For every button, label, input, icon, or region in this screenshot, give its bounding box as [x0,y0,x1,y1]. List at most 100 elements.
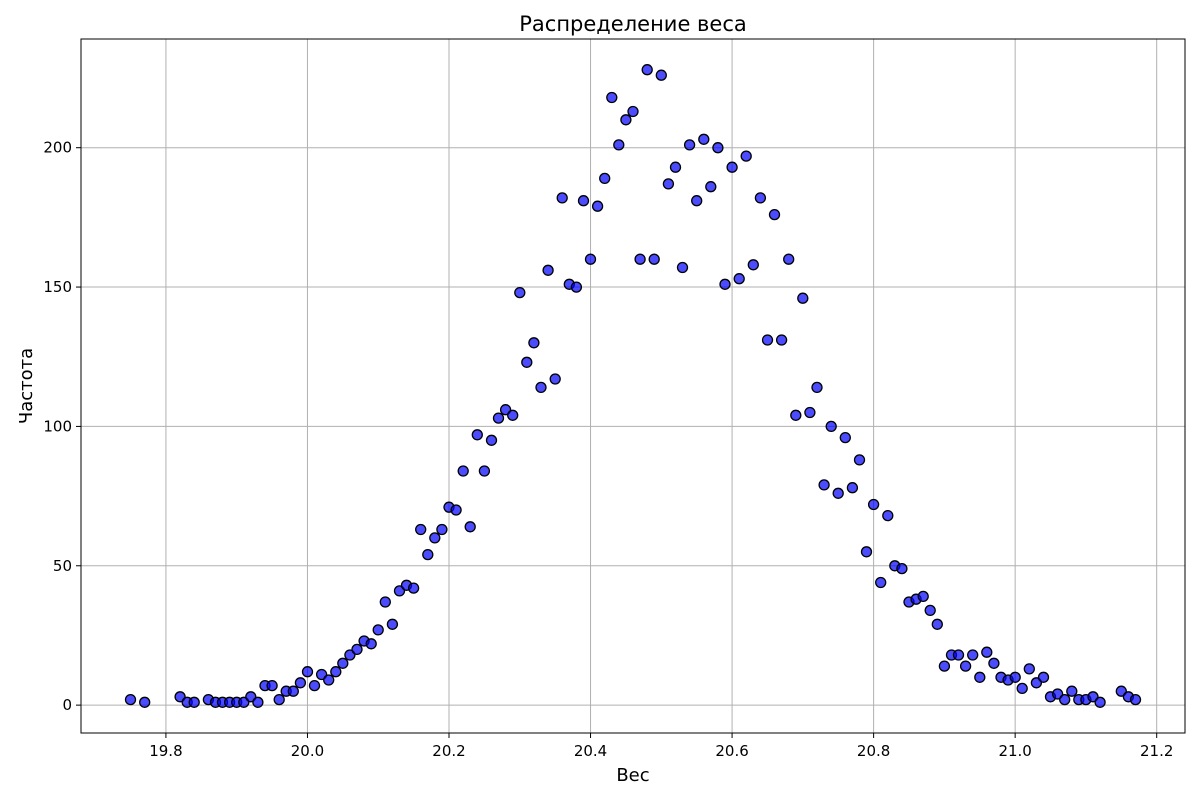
data-point [733,273,745,285]
data-point [719,278,731,290]
data-point [372,624,384,636]
y-tick-label: 200 [43,139,72,157]
data-point [882,509,894,522]
data-point [648,253,660,265]
data-point [591,200,604,212]
data-point [457,465,469,477]
data-point [875,576,887,589]
data-point [1129,693,1142,706]
data-point [323,674,335,686]
data-point [422,548,434,561]
data-point [1066,685,1078,697]
data-point [924,604,936,617]
data-point [1009,671,1021,683]
data-point [698,133,710,145]
data-point [139,696,151,708]
data-point [818,479,830,491]
data-point [521,356,533,368]
data-point [528,337,540,349]
data-point [974,671,986,683]
data-point [691,195,703,207]
data-point [712,142,724,154]
data-point [478,465,491,477]
data-point [981,646,993,658]
data-point [542,264,554,276]
data-point [613,139,625,151]
data-point [606,91,618,104]
y-tick-label: 100 [43,417,72,435]
data-point [627,105,639,118]
data-point [1037,671,1050,683]
data-point [683,139,696,151]
data-point [287,685,299,697]
data-point [294,677,307,689]
data-point [1094,696,1106,708]
data-point [669,161,682,173]
data-point [415,523,427,536]
y-tick-label: 0 [62,696,72,714]
data-point [485,434,498,446]
data-point [556,192,568,204]
data-point [1016,682,1028,695]
data-point [464,521,476,533]
data-point [938,660,951,672]
data-point [860,546,873,558]
chart-title: Распределение веса [519,12,747,36]
data-point [308,679,321,692]
x-tick-label: 20.6 [715,742,748,760]
data-point [386,618,399,630]
x-tick-label: 20.4 [574,742,607,760]
data-point [301,666,314,678]
data-point [705,181,717,193]
x-tick-label: 21.0 [998,742,1031,760]
data-point [804,406,816,419]
data-point [740,150,752,162]
data-point [761,334,774,346]
data-point [620,114,632,126]
data-point [429,532,441,544]
data-point [577,195,590,207]
data-point [351,643,363,656]
data-point [188,696,200,708]
data-point [1059,693,1071,706]
data-point [917,590,929,603]
data-point [832,487,844,499]
data-point [676,261,689,274]
data-point [634,253,646,265]
data-point [471,429,483,441]
x-axis-label: Вес [616,765,649,786]
data-point [726,161,738,173]
data-point [436,523,448,536]
data-point [379,596,391,608]
data-point [570,281,583,293]
data-point [655,69,667,81]
data-point [790,409,802,421]
data-point [825,420,837,433]
data-point [407,582,420,594]
grid [81,39,1185,733]
x-axis-ticks: 19.8 20.0 20.2 20.4 20.6 20.8 21.0 21.2 [149,733,1173,760]
data-point [967,649,979,661]
data-point [330,666,342,678]
data-point [853,454,866,466]
data-point [775,334,788,346]
data-point [584,253,597,265]
x-tick-label: 20.8 [857,742,890,760]
data-point [988,657,1000,669]
data-point [337,657,349,669]
plot-frame [80,38,1186,734]
data-point [252,696,264,708]
data-point [273,693,285,706]
data-point [124,693,137,706]
data-point [266,679,278,692]
x-tick-label: 20.0 [291,742,324,760]
data-point [514,286,526,299]
data-points [124,64,1142,708]
data-point [535,381,547,394]
data-point [492,412,505,424]
x-tick-label: 21.2 [1140,742,1173,760]
data-point [641,64,653,76]
y-axis-ticks: 0 50 100 150 200 [43,139,81,714]
data-point [867,498,880,511]
